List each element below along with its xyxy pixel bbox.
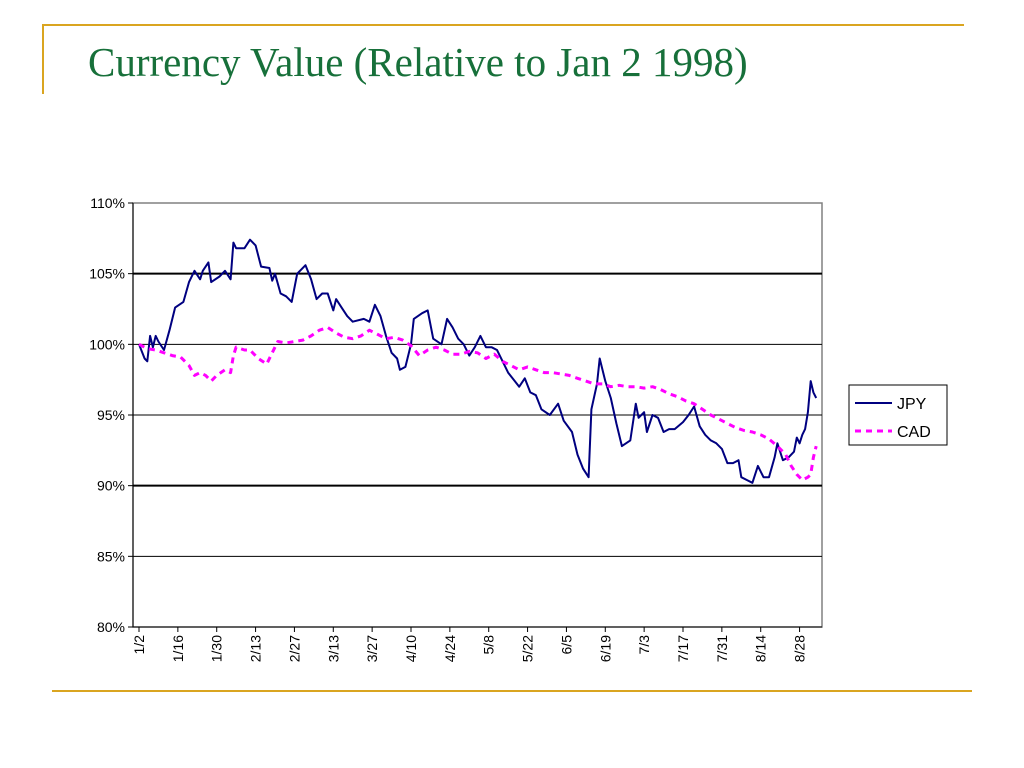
x-tick-label: 7/31 [714,635,730,662]
x-tick-label: 7/17 [675,635,691,662]
x-tick-label: 8/14 [753,635,769,662]
x-tick-label: 3/27 [364,635,380,662]
legend-box [848,384,948,446]
x-tick-label: 4/10 [403,635,419,662]
x-tick-label: 6/5 [558,635,574,655]
y-tick-label: 110% [90,195,125,211]
y-tick-label: 105% [89,266,125,282]
x-tick-label: 5/22 [520,635,536,662]
y-axis-ticks: 80% 85% 90% 95% 100% 105% 110% [89,195,133,635]
left-accent-rule [42,24,44,94]
x-tick-label: 1/2 [131,635,147,655]
x-tick-label: 8/28 [792,635,808,662]
y-tick-label: 90% [97,478,125,494]
series-line-cad [138,325,818,482]
y-tick-label: 95% [97,407,125,423]
x-tick-label: 2/13 [248,635,264,662]
top-accent-rule [42,24,964,26]
x-tick-label: 6/19 [597,635,613,662]
y-tick-label: 85% [97,548,125,564]
x-tick-label: 4/24 [442,635,458,662]
legend-label-cad: CAD [897,424,931,441]
x-tick-label: 2/27 [286,635,302,662]
x-tick-label: 1/16 [170,635,186,662]
series-lines [138,238,818,484]
x-tick-label: 5/8 [481,635,497,655]
x-tick-label: 7/3 [636,635,652,655]
x-tick-label: 3/13 [325,635,341,662]
series-line-jpy [138,238,818,484]
slide-title: Currency Value (Relative to Jan 2 1998) [88,39,748,85]
x-axis-ticks: 1/2 1/16 1/30 2/13 2/27 3/13 3/27 4/10 4/24 5/8 5/… [131,627,808,662]
gridlines [133,272,822,557]
legend-label-jpy: JPY [897,396,927,413]
legend: JPY CAD [848,384,948,446]
bottom-accent-rule [52,690,972,692]
x-tick-label: 1/30 [209,635,225,662]
y-tick-label: 80% [97,619,125,635]
y-tick-label: 100% [89,336,125,352]
